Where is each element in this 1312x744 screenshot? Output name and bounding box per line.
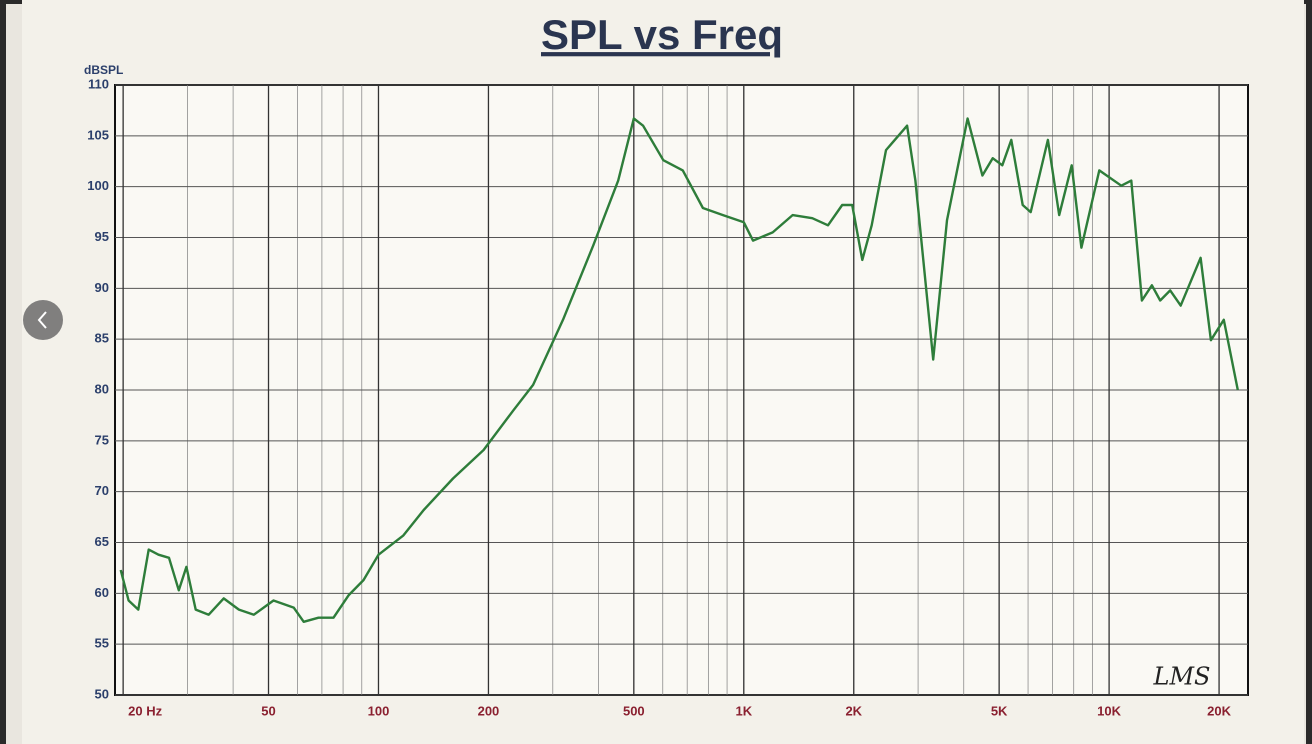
- y-tick-label: 95: [95, 229, 109, 244]
- x-tick-label: 500: [623, 703, 645, 718]
- x-tick-label: 5K: [991, 703, 1008, 718]
- annotation: LMS: [1153, 663, 1211, 691]
- back-button[interactable]: [23, 300, 63, 340]
- y-tick-label: 75: [95, 432, 109, 447]
- y-tick-label: 105: [87, 127, 109, 142]
- y-axis-label: dBSPL: [84, 63, 123, 77]
- x-tick-label: 10K: [1097, 703, 1121, 718]
- y-tick-label: 60: [95, 585, 109, 600]
- y-tick-label: 110: [88, 76, 109, 91]
- y-tick-label: 100: [87, 178, 109, 193]
- x-tick-label: 100: [368, 703, 390, 718]
- x-tick-label: 1K: [735, 703, 752, 718]
- x-tick-label: 2K: [845, 703, 862, 718]
- page: SPL vs Freq dBSPL LMS 50 55 60 65 70 75 80 85 90…: [0, 0, 1312, 744]
- chart-title: SPL vs Freq: [541, 11, 783, 58]
- y-tick-label: 55: [95, 636, 109, 651]
- x-tick-label: 20 Hz: [128, 703, 162, 718]
- y-tick-label: 70: [95, 483, 109, 498]
- x-tick-label: 20K: [1207, 703, 1231, 718]
- y-tick-label: 50: [95, 686, 109, 701]
- x-tick-label: 200: [478, 703, 500, 718]
- chart: SPL vs Freq dBSPL LMS 50 55 60 65 70 75 80 85 90…: [0, 0, 1312, 744]
- y-tick-label: 65: [95, 534, 109, 549]
- back-button-circle[interactable]: [23, 300, 63, 340]
- y-tick-label: 85: [95, 331, 109, 346]
- x-tick-label: 50: [261, 703, 275, 718]
- y-tick-label: 80: [95, 381, 109, 396]
- y-tick-label: 90: [95, 280, 109, 295]
